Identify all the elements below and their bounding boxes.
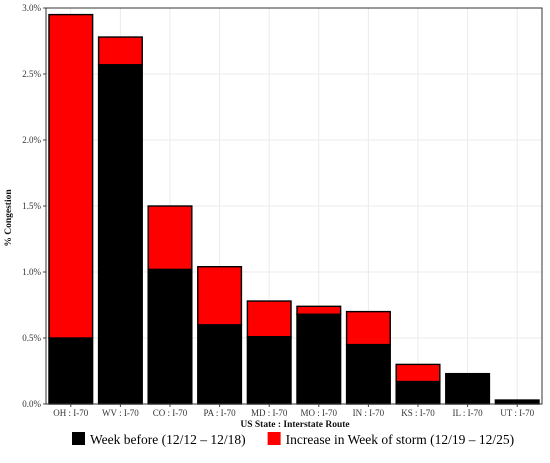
x-tick-label: IN : I-70 bbox=[353, 408, 385, 418]
bar-segment-week-before bbox=[48, 337, 94, 405]
legend-swatch-week-before bbox=[72, 432, 85, 445]
x-tick-label: IL : I-70 bbox=[453, 408, 484, 418]
bar-segment-week-before bbox=[296, 313, 342, 405]
bar-segment-week-before bbox=[197, 324, 243, 405]
bar-segment-week-before bbox=[395, 380, 441, 405]
bars bbox=[48, 13, 540, 405]
legend-swatch-storm-increase bbox=[267, 432, 281, 445]
x-tick-label: UT : I-70 bbox=[500, 408, 534, 418]
y-tick-label: 1.5% bbox=[22, 201, 41, 211]
bar-segment-storm-increase bbox=[246, 300, 292, 338]
x-tick-label: WV : I-70 bbox=[102, 408, 139, 418]
bar-segment-storm-increase bbox=[48, 13, 94, 339]
plot-border bbox=[45, 7, 543, 405]
legend-label: Increase in Week of storm (12/19 – 12/25… bbox=[286, 432, 514, 447]
bar-segment-storm-increase bbox=[296, 305, 342, 315]
legend-label: Week before (12/12 – 12/18) bbox=[90, 432, 246, 447]
y-tick-label: 0.0% bbox=[22, 399, 41, 409]
legend: Week before (12/12 – 12/18) Increase in W… bbox=[72, 432, 514, 447]
axes: 0.0% 0.5% 1.0% 1.5% 2.0% 2.5% 3.0% OH : I-70 WV … bbox=[22, 3, 543, 418]
x-tick-label: MD : I-70 bbox=[251, 408, 288, 418]
bar-segment-storm-increase bbox=[395, 363, 441, 383]
y-tick-label: 2.5% bbox=[22, 69, 41, 79]
bar-segment-storm-increase bbox=[197, 266, 243, 326]
bar-segment-week-before bbox=[97, 64, 143, 405]
bar-segment-storm-increase bbox=[345, 310, 391, 346]
bar-segment-week-before bbox=[345, 343, 391, 405]
y-tick-label: 2.0% bbox=[22, 135, 41, 145]
bar-segment-week-before bbox=[147, 268, 193, 405]
bar-segment-week-before bbox=[445, 372, 491, 405]
y-tick-label: 0.5% bbox=[22, 333, 41, 343]
y-axis-title: % Congestion bbox=[4, 189, 14, 247]
x-tick-label: PA : I-70 bbox=[204, 408, 237, 418]
x-axis-title: US State : Interstate Route bbox=[240, 420, 349, 430]
bar-segment-storm-increase bbox=[147, 205, 193, 271]
y-tick-label: 3.0% bbox=[22, 3, 41, 13]
bar-segment-storm-increase bbox=[97, 36, 143, 66]
x-tick-label: KS : I-70 bbox=[401, 408, 435, 418]
bar-segment-week-before bbox=[246, 335, 292, 405]
bar-segment-week-before bbox=[494, 399, 540, 405]
x-tick-label: MO : I-70 bbox=[301, 408, 338, 418]
x-tick-label: CO : I-70 bbox=[153, 408, 188, 418]
y-tick-label: 1.0% bbox=[22, 267, 41, 277]
x-tick-label: OH : I-70 bbox=[53, 408, 88, 418]
